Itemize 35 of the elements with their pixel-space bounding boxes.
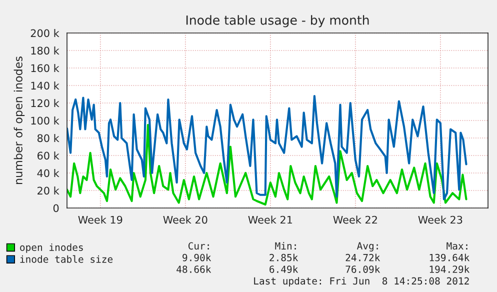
y-tick-label: 180 k: [31, 46, 60, 55]
x-tick-label: Week 21: [248, 216, 292, 224]
y-tick-label: 40 k: [37, 169, 60, 178]
x-tick-label: Week 20: [163, 216, 208, 224]
y-tick-label: 120 k: [31, 99, 60, 108]
y-tick-label: 0: [53, 204, 59, 212]
text: Last update: Fri Jun 8 14:25:08 2012: [254, 277, 469, 287]
y-tick-label: 20 k: [38, 186, 60, 195]
text: 76.09k: [346, 265, 380, 273]
text: 194.29k: [430, 265, 470, 273]
y-tick-label: 100 k: [31, 116, 60, 125]
y-tick-label: 160 k: [31, 64, 60, 72]
text: Max:: [446, 242, 468, 250]
chart-title: Inode table usage - by month: [186, 15, 369, 28]
y-tick-label: 80 k: [37, 134, 60, 142]
text: 6.49k: [270, 265, 298, 273]
text: 2.85k: [270, 254, 298, 262]
x-tick-label: Week 22: [333, 216, 377, 224]
y-tick-label: 140 k: [31, 82, 60, 90]
text: 48.66k: [176, 265, 212, 273]
text: Avg:: [356, 242, 378, 252]
text: Min:: [275, 242, 296, 250]
x-tick-label: Week 23: [418, 216, 462, 224]
legend-label: open inodes: [20, 243, 83, 253]
line-series: [67, 124, 468, 206]
y-tick-label: 200 k: [30, 29, 60, 38]
line-series: [67, 94, 468, 200]
legend-label: inode table size: [20, 255, 113, 263]
text: 9.90k: [182, 254, 212, 262]
text: 139.64k: [430, 254, 470, 262]
y-axis-title: number of open inodes: [14, 56, 25, 184]
y-tick-label: 60 k: [37, 152, 60, 160]
text: Cur:: [188, 242, 209, 250]
text: 24.72k: [346, 254, 380, 262]
x-tick-label: Week 19: [78, 216, 122, 224]
